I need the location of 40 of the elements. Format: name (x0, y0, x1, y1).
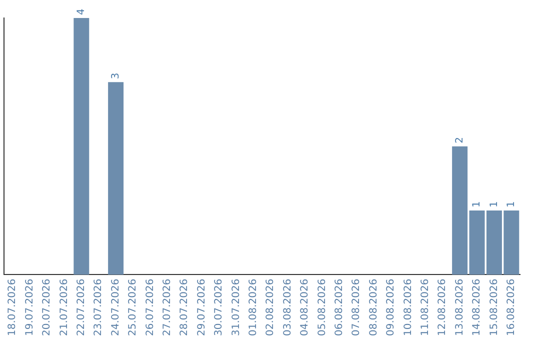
x-tick-label: 11.08.2026 (420, 278, 431, 336)
x-tick-label: 05.08.2026 (316, 278, 328, 336)
bar (469, 210, 485, 275)
bar (74, 18, 90, 275)
x-tick-label: 26.07.2026 (144, 278, 156, 336)
x-tick-label: 18.07.2026 (7, 278, 18, 336)
data-label: 1 (472, 201, 483, 208)
x-tick-label: 20.07.2026 (42, 278, 53, 336)
x-tick-label: 29.07.2026 (196, 278, 208, 336)
data-label: 1 (506, 201, 517, 208)
x-tick-label: 04.08.2026 (300, 278, 311, 336)
x-tick-label: 10.08.2026 (402, 278, 414, 336)
x-tick-label: 12.08.2026 (437, 278, 448, 336)
x-tick-label: 25.07.2026 (128, 278, 139, 336)
x-tick-label: 08.08.2026 (368, 278, 380, 336)
data-label: 2 (454, 136, 466, 144)
data-label: 3 (110, 72, 122, 80)
bar (108, 82, 124, 275)
x-tick-label: 01.08.2026 (248, 278, 259, 336)
x-tick-label: 28.07.2026 (179, 278, 190, 336)
x-tick-label: 07.08.2026 (351, 278, 362, 336)
x-tick-label: 06.08.2026 (334, 278, 345, 336)
x-tick-label: 16.08.2026 (506, 278, 517, 336)
x-tick-label: 03.08.2026 (282, 278, 294, 336)
x-tick-label: 23.07.2026 (93, 278, 104, 336)
x-tick-label: 13.08.2026 (454, 278, 466, 336)
data-label: 1 (488, 201, 500, 208)
x-tick-label: 02.08.2026 (265, 278, 276, 336)
x-tick-label: 21.07.2026 (58, 278, 70, 336)
bar (452, 146, 468, 275)
x-tick-label: 30.07.2026 (214, 278, 225, 336)
data-label: 4 (76, 8, 87, 15)
x-tick-label: 27.07.2026 (162, 278, 173, 336)
x-tick-label: 14.08.2026 (472, 278, 483, 336)
x-tick-label: 24.07.2026 (110, 278, 122, 336)
x-tick-label: 22.07.2026 (76, 278, 87, 336)
x-tick-label: 15.08.2026 (488, 278, 500, 336)
x-tick-label: 09.08.2026 (386, 278, 397, 336)
x-tick-label: 31.07.2026 (230, 278, 242, 336)
x-tick-label: 19.07.2026 (24, 278, 36, 336)
